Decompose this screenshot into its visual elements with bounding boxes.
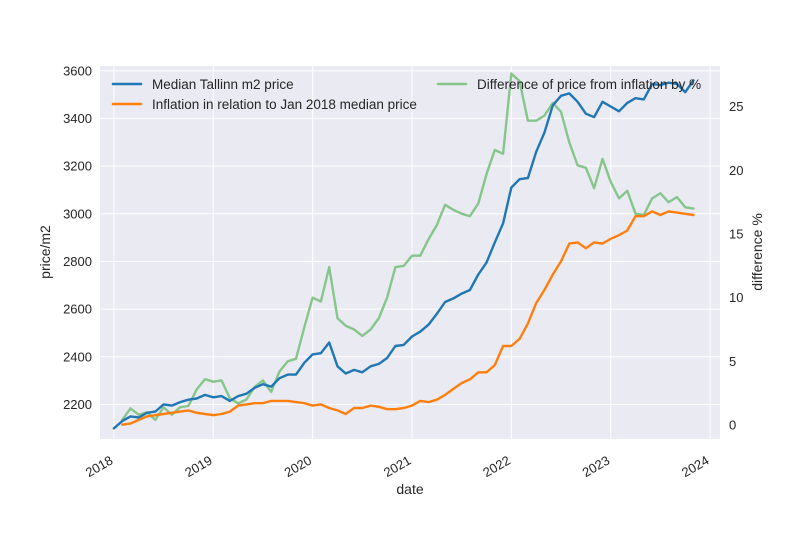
legend-difference-label: Difference of price from inflation by %	[477, 77, 701, 92]
x-axis-label: date	[396, 481, 423, 497]
series-layer	[112, 72, 695, 430]
y-left-tick-label: 3200	[63, 159, 92, 174]
legend-left: Median Tallinn m2 price Inflation in rela…	[111, 77, 417, 112]
series-difference-line	[120, 72, 695, 422]
y-left-tick-label: 3600	[63, 63, 92, 78]
legend-median-price-label: Median Tallinn m2 price	[152, 77, 294, 92]
y-right-tick-label: 15	[729, 227, 743, 242]
y-left-tick-label: 2800	[63, 254, 92, 269]
y-left-tick-label: 2400	[63, 349, 92, 364]
y-left-tick-label: 2600	[63, 302, 92, 317]
y-left-tick-label: 3400	[63, 111, 92, 126]
y-left-tick-label: 3000	[63, 206, 92, 221]
y-axis-left-label: price/m2	[37, 225, 53, 279]
y-right-tick-label: 20	[729, 163, 743, 178]
y-right-tick-label: 25	[729, 99, 743, 114]
plot-area	[100, 66, 720, 439]
y-right-tick-label: 0	[729, 417, 736, 432]
series-median-price-line	[112, 79, 695, 430]
series-inflation-line	[120, 210, 695, 426]
y-axis-right-label: difference %	[749, 213, 765, 291]
legend-right: Difference of price from inflation by %	[436, 77, 701, 92]
grid	[100, 66, 720, 439]
y-right-tick-label: 5	[729, 354, 736, 369]
legend-inflation-label: Inflation in relation to Jan 2018 median…	[152, 97, 417, 112]
y-right-tick-label: 10	[729, 290, 743, 305]
y-left-tick-label: 2200	[63, 397, 92, 412]
